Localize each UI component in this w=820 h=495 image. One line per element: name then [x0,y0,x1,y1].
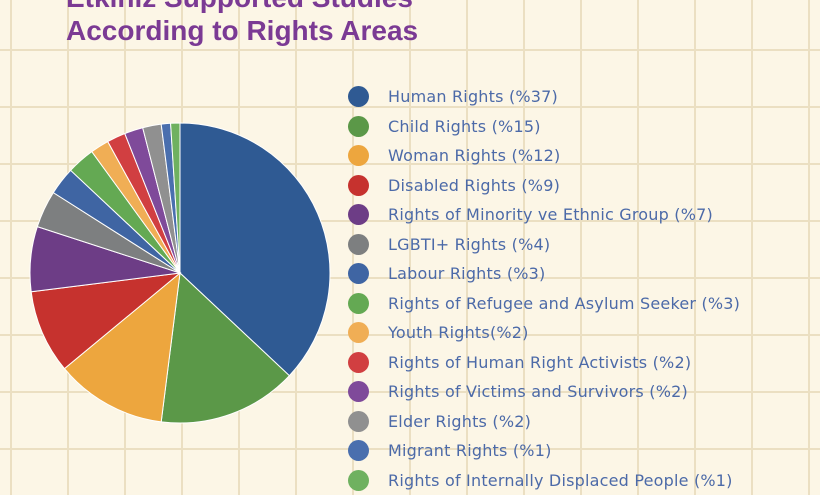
legend-item: Human Rights (%37) [348,82,740,112]
legend-label: Human Rights (%37) [388,87,558,106]
legend-item: Rights of Human Right Activists (%2) [348,348,740,378]
legend-label: Migrant Rights (%1) [388,441,552,460]
legend-swatch [348,352,369,373]
legend-swatch [348,204,369,225]
legend-swatch [348,116,369,137]
legend-swatch [348,145,369,166]
legend-swatch [348,411,369,432]
legend-label: Rights of Refugee and Asylum Seeker (%3) [388,294,740,313]
legend-swatch [348,322,369,343]
legend-swatch [348,381,369,402]
legend-label: Disabled Rights (%9) [388,176,560,195]
legend-item: Elder Rights (%2) [348,407,740,437]
legend-label: Youth Rights(%2) [388,323,529,342]
legend-swatch [348,86,369,107]
legend-item: Youth Rights(%2) [348,318,740,348]
legend-label: Rights of Human Right Activists (%2) [388,353,691,372]
legend-label: Labour Rights (%3) [388,264,546,283]
legend-item: Child Rights (%15) [348,112,740,142]
legend-swatch [348,175,369,196]
legend: Human Rights (%37) Child Rights (%15) Woma… [348,82,740,495]
legend-label: Rights of Victims and Survivors (%2) [388,382,688,401]
legend-label: Elder Rights (%2) [388,412,531,431]
legend-item: Labour Rights (%3) [348,259,740,289]
legend-label: Rights of Internally Displaced People (%… [388,471,733,490]
legend-swatch [348,470,369,491]
legend-item: Rights of Internally Displaced People (%… [348,466,740,495]
legend-label: LGBTI+ Rights (%4) [388,235,550,254]
legend-swatch [348,263,369,284]
legend-item: Rights of Minority ve Ethnic Group (%7) [348,200,740,230]
legend-label: Rights of Minority ve Ethnic Group (%7) [388,205,713,224]
legend-item: Woman Rights (%12) [348,141,740,171]
legend-swatch [348,234,369,255]
legend-label: Child Rights (%15) [388,117,541,136]
legend-item: Rights of Refugee and Asylum Seeker (%3) [348,289,740,319]
legend-item: Disabled Rights (%9) [348,171,740,201]
legend-swatch [348,440,369,461]
legend-swatch [348,293,369,314]
pie-chart [0,0,340,490]
legend-item: Rights of Victims and Survivors (%2) [348,377,740,407]
legend-item: LGBTI+ Rights (%4) [348,230,740,260]
legend-label: Woman Rights (%12) [388,146,561,165]
legend-item: Migrant Rights (%1) [348,436,740,466]
